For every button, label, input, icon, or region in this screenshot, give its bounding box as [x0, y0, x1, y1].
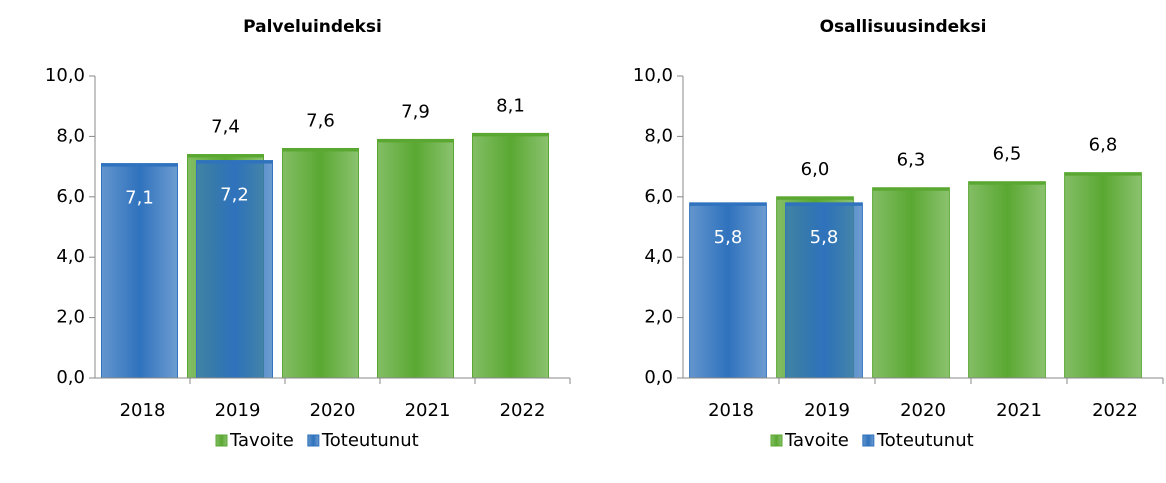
legend-swatch: [770, 434, 783, 447]
bar: [689, 202, 767, 379]
bar-top: [776, 196, 854, 200]
x-tick-label: 2020: [900, 400, 946, 421]
bar-top: [785, 202, 863, 206]
y-tick-label: 2,0: [644, 307, 673, 328]
legend-swatch: [862, 434, 875, 447]
data-label: 7,2: [220, 185, 249, 206]
x-tick-label: 2018: [120, 400, 166, 421]
legend-label: Toteutunut: [876, 430, 974, 451]
y-tick-label: 6,0: [644, 186, 673, 207]
bar-top: [689, 202, 767, 206]
y-tick-label: 8,0: [56, 125, 85, 146]
y-tick-label: 10,0: [633, 65, 673, 86]
data-label: 5,8: [714, 227, 743, 248]
x-tick-label: 2020: [310, 400, 356, 421]
bar: [872, 187, 950, 379]
y-tick-label: 0,0: [56, 367, 85, 388]
legend-label: Tavoite: [784, 430, 849, 451]
chart-title: Osallisuusindeksi: [820, 17, 987, 37]
data-label: 7,1: [125, 188, 154, 209]
y-tick-label: 6,0: [56, 186, 85, 207]
legend-swatch: [215, 434, 228, 447]
bar: [282, 147, 359, 379]
bar-top: [282, 148, 359, 152]
bar-top: [472, 133, 549, 137]
legend-swatch: [307, 434, 320, 447]
bar-top: [196, 160, 273, 164]
bar: [101, 163, 178, 379]
data-label: 7,9: [401, 101, 430, 122]
data-label: 7,6: [306, 110, 335, 131]
data-label: 7,4: [211, 117, 240, 138]
data-label: 6,0: [801, 159, 830, 180]
bar: [196, 160, 273, 379]
bar-top: [872, 187, 950, 191]
bar-top: [1064, 172, 1142, 176]
y-tick-label: 8,0: [644, 125, 673, 146]
bar-top: [968, 181, 1046, 185]
data-label: 6,5: [993, 144, 1022, 165]
bar: [472, 132, 549, 379]
y-tick-label: 4,0: [56, 246, 85, 267]
legend-label: Toteutunut: [321, 430, 419, 451]
x-tick-label: 2018: [708, 400, 754, 421]
y-tick-label: 10,0: [45, 65, 85, 86]
legend-label: Tavoite: [229, 430, 294, 451]
chart-title: Palveluindeksi: [243, 17, 382, 37]
bar-top: [187, 154, 264, 158]
data-label: 6,8: [1089, 135, 1118, 156]
x-tick-label: 2022: [500, 400, 546, 421]
bar: [1064, 172, 1142, 379]
data-label: 8,1: [496, 95, 525, 116]
y-tick-label: 0,0: [644, 367, 673, 388]
bar-top: [101, 163, 178, 167]
x-tick-label: 2021: [405, 400, 451, 421]
x-tick-label: 2021: [996, 400, 1042, 421]
y-tick-label: 2,0: [56, 307, 85, 328]
bar: [377, 138, 454, 379]
bar: [968, 181, 1046, 379]
x-tick-label: 2022: [1092, 400, 1138, 421]
bar-top: [377, 139, 454, 143]
bar: [785, 202, 863, 379]
x-tick-label: 2019: [804, 400, 850, 421]
y-tick-label: 4,0: [644, 246, 673, 267]
data-label: 5,8: [810, 227, 839, 248]
data-label: 6,3: [897, 150, 926, 171]
x-tick-label: 2019: [215, 400, 261, 421]
